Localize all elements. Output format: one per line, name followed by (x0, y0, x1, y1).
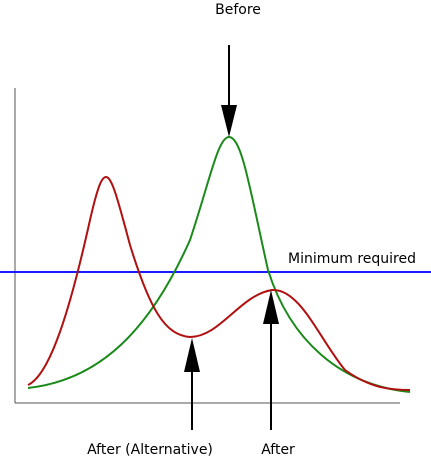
arrowhead (221, 105, 237, 137)
arrowhead (184, 338, 200, 372)
after-curve (27, 175, 411, 391)
after-label: After (261, 442, 295, 458)
before-curve (27, 135, 411, 393)
arrowhead (263, 290, 279, 324)
after-alternative-label: After (Alternative) (87, 442, 213, 458)
before-label: Before (215, 2, 261, 18)
minimum-label: Minimum required (288, 251, 416, 267)
